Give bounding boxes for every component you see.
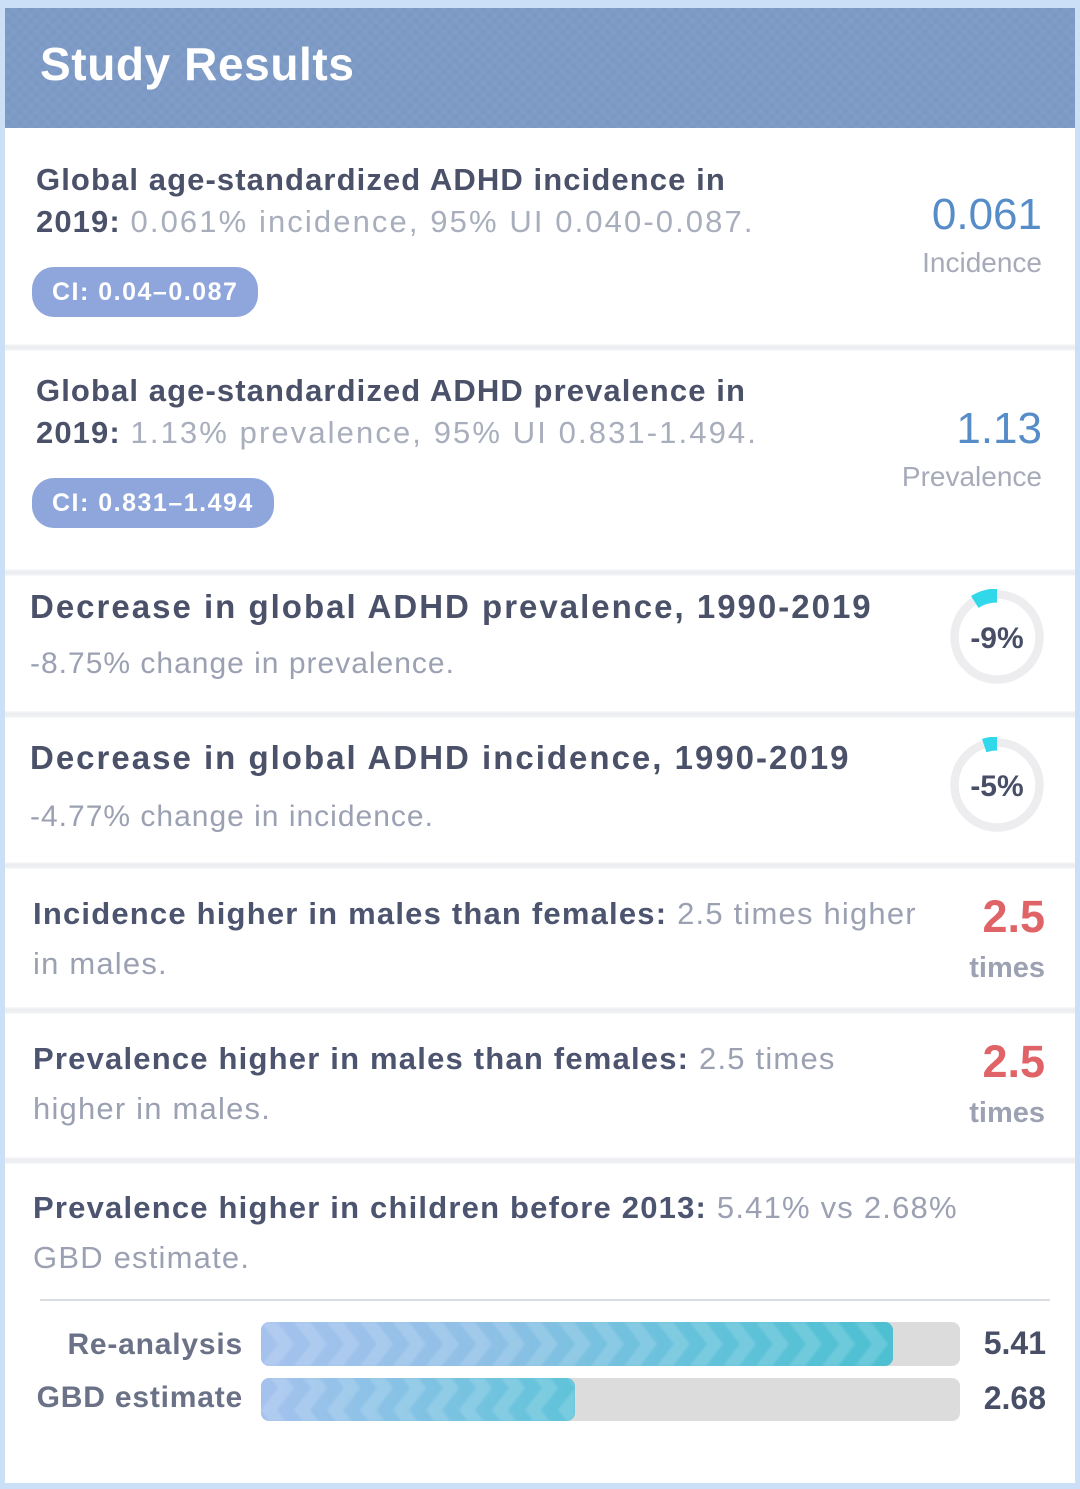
svg-text:-5%: -5% bbox=[970, 770, 1023, 803]
svg-text:-9%: -9% bbox=[970, 622, 1023, 655]
